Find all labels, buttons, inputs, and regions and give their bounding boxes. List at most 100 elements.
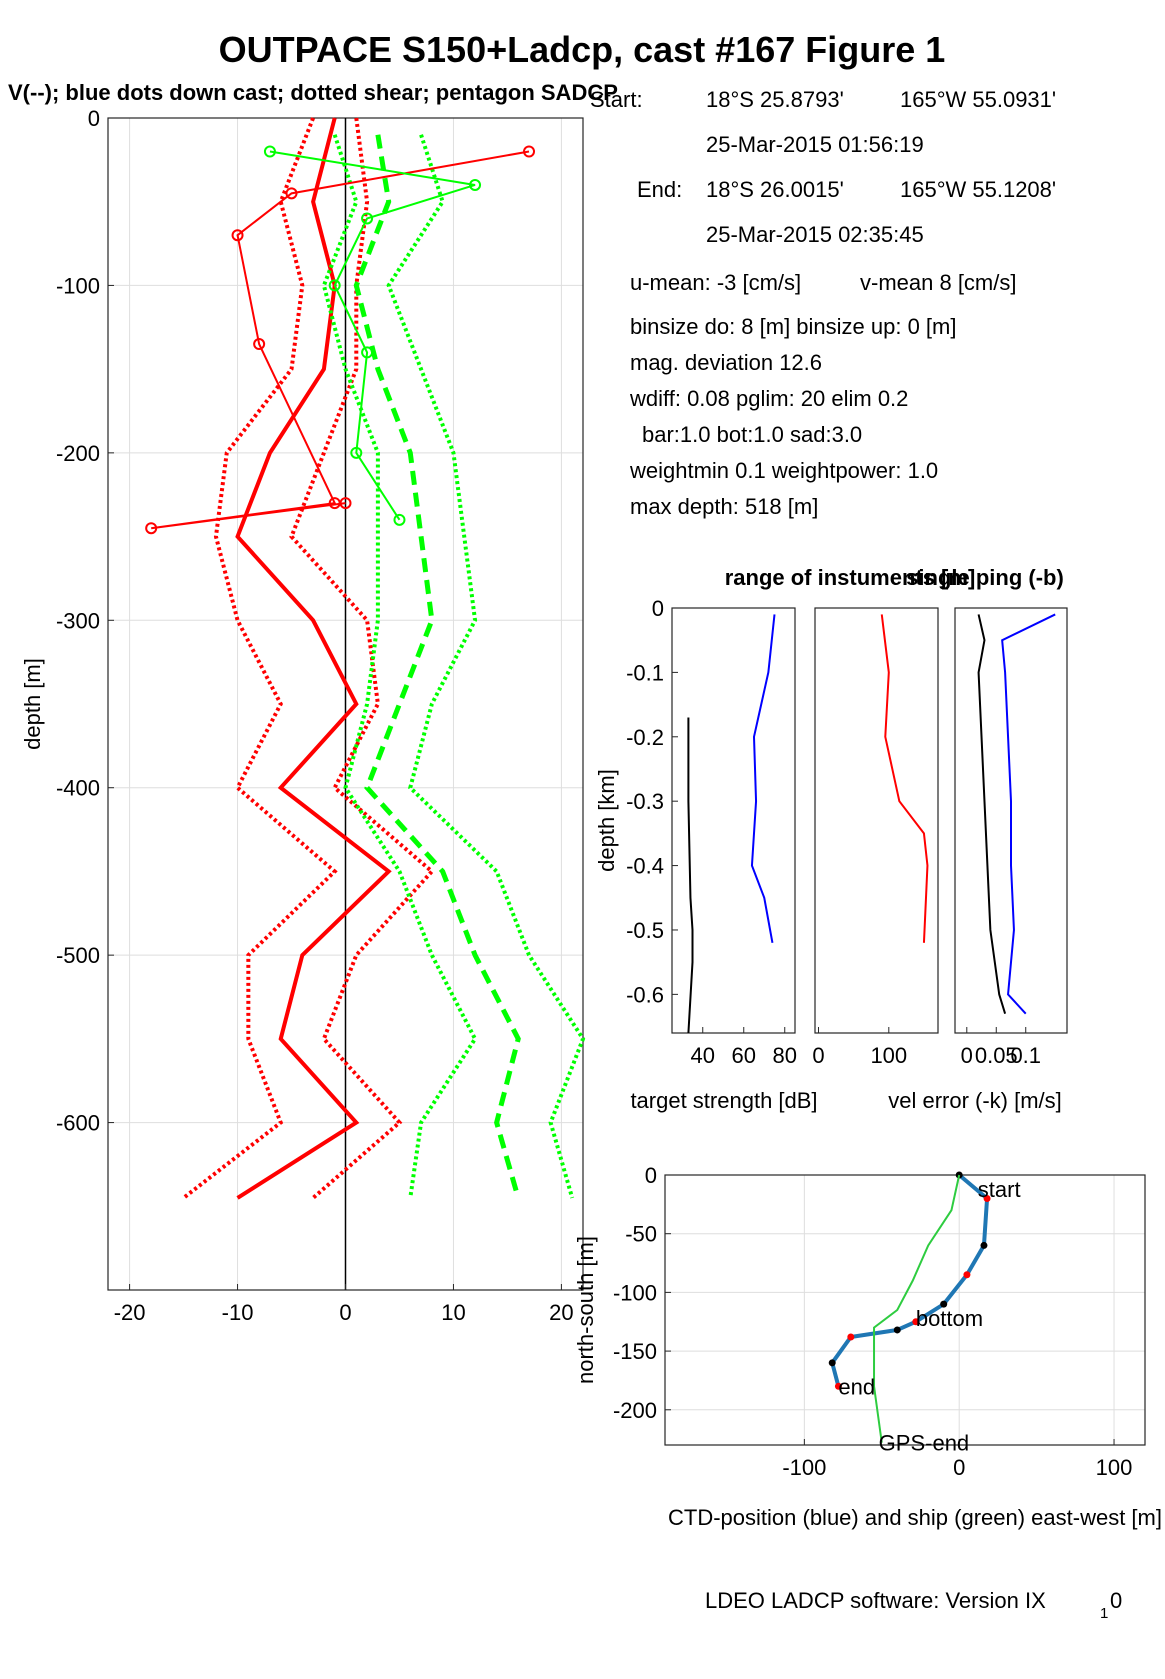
x-tick-label: 0 bbox=[812, 1043, 824, 1068]
y-axis-label: north-south [m] bbox=[573, 1236, 598, 1384]
ctd-position-chart: -100 0 100 0 -50 -100 -150 -200 north-south [m] C… bbox=[573, 1163, 1162, 1530]
sadcp-marker bbox=[145, 522, 158, 535]
velocity-profile-chart: -20 -10 0 10 200-100-200-300-400-500-600dept… bbox=[20, 106, 586, 1325]
sadcp-marker bbox=[253, 338, 266, 351]
x-tick-label: -10 bbox=[222, 1300, 254, 1325]
figure-title: OUTPACE S150+Ladcp, cast #167 Figure 1 bbox=[219, 29, 946, 70]
x-tick-label: 0 bbox=[961, 1043, 973, 1068]
mag-deviation: mag. deviation 12.6 bbox=[630, 350, 822, 375]
target-strength-chart: 40 60 80 0 -0.1 -0.2 -0.3 -0.4 -0.5 -0.6 depth [km… bbox=[594, 596, 818, 1113]
sadcp-marker bbox=[361, 212, 374, 225]
x-tick-label: 0 bbox=[339, 1300, 351, 1325]
x-tick-label: -100 bbox=[782, 1455, 826, 1480]
y-tick-label: -100 bbox=[56, 273, 100, 298]
version-subscript: 1 bbox=[1100, 1605, 1108, 1622]
version-suffix: 0 bbox=[1110, 1588, 1122, 1613]
x-tick-label: 100 bbox=[870, 1043, 907, 1068]
y-tick-label: -400 bbox=[56, 776, 100, 801]
x-tick-label: 0.05 bbox=[975, 1043, 1018, 1068]
y-tick-label: -0.2 bbox=[626, 725, 664, 750]
series-line-6 bbox=[151, 150, 530, 530]
plot-frame bbox=[814, 607, 939, 1034]
x-axis-label: CTD-position (blue) and ship (green) eas… bbox=[668, 1505, 1162, 1530]
figure-subtitle: V(--); blue dots down cast; dotted shear… bbox=[8, 80, 618, 105]
series-line-0 bbox=[880, 614, 929, 943]
x-tick-label: 40 bbox=[691, 1043, 715, 1068]
binsize: binsize do: 8 [m] binsize up: 0 [m] bbox=[630, 314, 957, 339]
y-axis-label: depth [km] bbox=[594, 769, 619, 872]
x-tick-label: 80 bbox=[773, 1043, 797, 1068]
position-marker bbox=[834, 1382, 842, 1390]
position-marker bbox=[963, 1271, 971, 1279]
position-label: GPS-end bbox=[879, 1431, 970, 1456]
series-line-1 bbox=[687, 717, 694, 1034]
x-tick-label: 100 bbox=[1096, 1455, 1133, 1480]
start-label: Start: bbox=[590, 87, 643, 112]
position-marker bbox=[940, 1300, 948, 1308]
sadcp-marker bbox=[231, 229, 244, 242]
y-tick-label: 0 bbox=[88, 106, 100, 131]
y-tick-label: -0.6 bbox=[626, 982, 664, 1007]
position-label: start bbox=[978, 1177, 1021, 1202]
series-line-0 bbox=[235, 117, 392, 1200]
max-depth: max depth: 518 [m] bbox=[630, 494, 818, 519]
y-tick-label: -200 bbox=[56, 441, 100, 466]
end-time: 25-Mar-2015 02:35:45 bbox=[706, 222, 924, 247]
position-marker bbox=[980, 1241, 988, 1249]
series-line-1 bbox=[182, 117, 338, 1200]
bar-weights: bar:1.0 bot:1.0 sad:3.0 bbox=[642, 422, 862, 447]
y-tick-label: -150 bbox=[613, 1339, 657, 1364]
series-line-2 bbox=[289, 117, 435, 1200]
v-mean: v-mean 8 [cm/s] bbox=[860, 270, 1016, 295]
x-axis-label: vel error (-k) [m/s] bbox=[888, 1088, 1062, 1113]
y-tick-label: 0 bbox=[652, 596, 664, 621]
sadcp-marker bbox=[263, 145, 276, 158]
end-lon: 165°W 55.1208' bbox=[900, 177, 1056, 202]
x-tick-label: 10 bbox=[441, 1300, 465, 1325]
start-lat: 18°S 25.8793' bbox=[706, 87, 844, 112]
plot-frame bbox=[671, 607, 796, 1034]
y-tick-label: -300 bbox=[56, 608, 100, 633]
x-axis-label: target strength [dB] bbox=[630, 1088, 817, 1113]
end-label: End: bbox=[637, 177, 682, 202]
series-line-0 bbox=[830, 1173, 990, 1387]
u-mean: u-mean: -3 [cm/s] bbox=[630, 270, 801, 295]
sadcp-marker bbox=[285, 187, 298, 200]
weight: weightmin 0.1 weightpower: 1.0 bbox=[629, 458, 938, 483]
plot-frame bbox=[664, 1174, 1146, 1446]
x-tick-label: 20 bbox=[549, 1300, 573, 1325]
series-line-1 bbox=[873, 1174, 961, 1443]
panel-title: range of instuments [m] bbox=[725, 565, 976, 590]
vel-error-chart: 0 0.050.1 vel error (-k) [m/s] single ping … bbox=[888, 565, 1068, 1113]
y-tick-label: -50 bbox=[625, 1222, 657, 1247]
wdiff: wdiff: 0.08 pglim: 20 elim 0.2 bbox=[629, 386, 908, 411]
position-marker bbox=[983, 1194, 991, 1202]
sadcp-marker bbox=[523, 145, 536, 158]
y-tick-label: -0.4 bbox=[626, 854, 664, 879]
y-axis-label: depth [m] bbox=[20, 658, 45, 750]
sadcp-marker bbox=[339, 497, 352, 510]
sadcp-marker bbox=[393, 513, 406, 526]
sadcp-marker bbox=[361, 346, 374, 359]
software-version: LDEO LADCP software: Version IX bbox=[705, 1588, 1046, 1613]
series-line-7 bbox=[269, 150, 476, 521]
footer: LDEO LADCP software: Version IX 1 0 bbox=[705, 1588, 1122, 1622]
series-line-0 bbox=[750, 614, 776, 944]
y-tick-label: -100 bbox=[613, 1280, 657, 1305]
series-line-0 bbox=[977, 614, 1007, 1014]
y-tick-label: -0.5 bbox=[626, 918, 664, 943]
cast-info: Start: 18°S 25.8793' 165°W 55.0931' 25-M… bbox=[590, 87, 1056, 519]
series-line-1 bbox=[1001, 613, 1056, 1015]
y-tick-label: -0.3 bbox=[626, 789, 664, 814]
position-marker bbox=[912, 1318, 920, 1326]
x-tick-label: 0 bbox=[953, 1455, 965, 1480]
series-line-3 bbox=[353, 134, 521, 1199]
y-tick-label: -500 bbox=[56, 943, 100, 968]
y-tick-label: -200 bbox=[613, 1398, 657, 1423]
sadcp-marker bbox=[469, 178, 482, 191]
position-marker bbox=[893, 1326, 901, 1334]
plot-frame bbox=[954, 607, 1068, 1034]
position-label: end bbox=[838, 1374, 875, 1399]
series-line-5 bbox=[386, 134, 586, 1199]
